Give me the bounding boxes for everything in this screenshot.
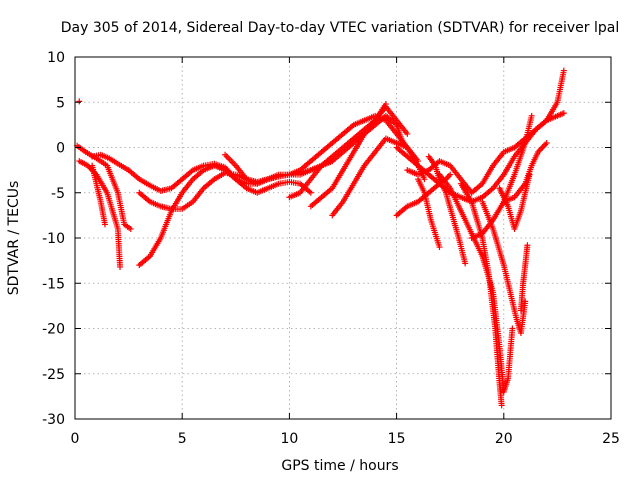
y-tick-label: 0 <box>56 141 65 157</box>
grid <box>75 57 611 419</box>
x-tick-label: 20 <box>495 431 513 447</box>
axis-ticks <box>74 56 612 420</box>
data-point <box>560 110 567 117</box>
y-tick-labels: -30 -25 -20 -15 -10 -5 0 5 10 <box>42 50 65 428</box>
x-tick-label: 25 <box>602 431 620 447</box>
y-tick-label: -20 <box>42 322 65 338</box>
x-tick-label: 15 <box>388 431 406 447</box>
data-point <box>307 189 314 196</box>
data-point <box>498 402 505 409</box>
data-point <box>421 176 428 183</box>
data-point <box>522 298 529 305</box>
data-point <box>436 244 443 251</box>
y-tick-label: -15 <box>42 276 65 292</box>
data-point <box>127 225 134 232</box>
data-point <box>543 139 550 146</box>
data-point <box>76 98 83 105</box>
data-point <box>528 112 535 119</box>
data-point <box>462 260 469 267</box>
data-point <box>526 171 533 178</box>
x-axis-label: GPS time / hours <box>281 458 398 474</box>
y-tick-label: -30 <box>42 412 65 428</box>
x-tick-label: 10 <box>280 431 298 447</box>
x-tick-label: 5 <box>178 431 187 447</box>
data-point <box>447 171 454 178</box>
y-tick-label: -10 <box>42 231 65 247</box>
y-tick-label: 10 <box>47 50 65 66</box>
data-point <box>404 130 411 137</box>
x-tick-labels: 0 5 10 15 20 25 <box>71 431 620 447</box>
data-point <box>102 221 109 228</box>
data-point <box>560 67 567 74</box>
y-tick-label: -5 <box>51 186 65 202</box>
y-tick-label: 5 <box>56 95 65 111</box>
data-marks <box>74 67 567 409</box>
data-point <box>524 242 531 249</box>
data-point <box>509 325 516 332</box>
chart-title: Day 305 of 2014, Sidereal Day-to-day VTE… <box>61 20 619 36</box>
y-axis-label: SDTVAR / TECUs <box>6 181 22 296</box>
data-point <box>117 263 124 270</box>
x-tick-label: 0 <box>71 431 80 447</box>
y-tick-label: -25 <box>42 367 65 383</box>
